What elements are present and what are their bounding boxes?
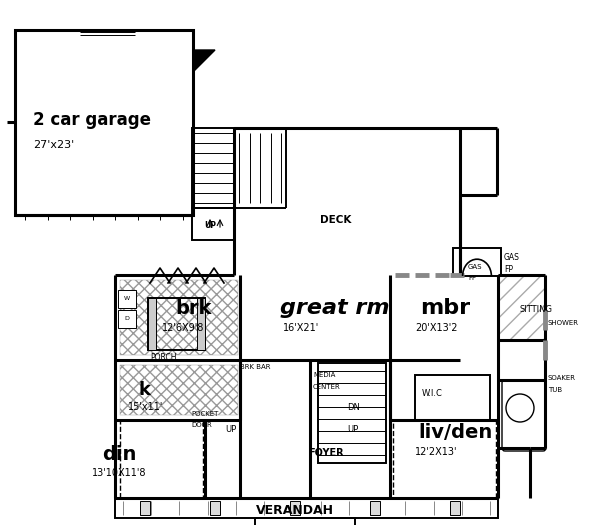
Text: din: din xyxy=(102,446,136,465)
Text: FP: FP xyxy=(468,275,476,281)
Text: DECK: DECK xyxy=(320,215,352,225)
Bar xyxy=(115,498,498,518)
Bar xyxy=(120,280,238,355)
Text: brk: brk xyxy=(175,299,211,318)
Text: FP: FP xyxy=(504,266,513,275)
Text: POCKET: POCKET xyxy=(191,411,218,417)
Text: TUB: TUB xyxy=(548,387,562,393)
Text: great rm: great rm xyxy=(280,298,389,318)
Bar xyxy=(140,501,150,515)
Bar xyxy=(415,375,490,420)
Text: DN: DN xyxy=(347,404,360,413)
Text: W: W xyxy=(124,297,130,301)
Text: MEDIA: MEDIA xyxy=(313,372,335,378)
Text: UP: UP xyxy=(347,425,358,435)
Text: W.I.C: W.I.C xyxy=(422,388,442,397)
Bar xyxy=(118,310,136,328)
Text: PORCH: PORCH xyxy=(150,353,176,362)
Text: FOYER: FOYER xyxy=(308,448,344,458)
Text: UP: UP xyxy=(225,425,236,435)
Text: CENTER: CENTER xyxy=(313,384,341,390)
Bar xyxy=(318,363,386,463)
Text: 27'x23': 27'x23' xyxy=(33,140,74,150)
Text: mbr: mbr xyxy=(420,298,470,318)
Text: SITTING: SITTING xyxy=(520,306,553,314)
Bar xyxy=(290,501,300,515)
Bar xyxy=(192,128,234,208)
Text: D: D xyxy=(125,317,130,321)
Bar xyxy=(120,365,238,415)
Text: BRK BAR: BRK BAR xyxy=(240,364,271,370)
Bar xyxy=(498,275,545,340)
Bar xyxy=(118,290,136,308)
Bar xyxy=(15,30,193,215)
Bar xyxy=(120,420,203,498)
Text: VERANDAH: VERANDAH xyxy=(256,503,334,517)
Text: 2 car garage: 2 car garage xyxy=(33,111,151,129)
Text: k: k xyxy=(138,381,150,399)
Bar xyxy=(450,501,460,515)
Bar xyxy=(210,501,220,515)
Bar xyxy=(197,298,205,350)
Text: 16'X21': 16'X21' xyxy=(283,323,319,333)
Text: GAS: GAS xyxy=(468,264,482,270)
Text: 12'6X9'8: 12'6X9'8 xyxy=(162,323,205,333)
Text: SOAKER: SOAKER xyxy=(548,375,576,381)
Bar xyxy=(370,501,380,515)
Text: liv/den: liv/den xyxy=(418,424,492,443)
Bar xyxy=(148,298,205,350)
Text: 20'X13'2: 20'X13'2 xyxy=(415,323,458,333)
Bar xyxy=(192,208,234,240)
Text: GAS: GAS xyxy=(504,254,520,262)
Polygon shape xyxy=(193,50,215,72)
Text: UP: UP xyxy=(204,222,216,230)
Text: 12'2X13': 12'2X13' xyxy=(415,447,458,457)
Text: 13'10X11'8: 13'10X11'8 xyxy=(92,468,146,478)
Bar xyxy=(393,420,496,498)
Bar xyxy=(255,518,355,525)
Text: DOOR: DOOR xyxy=(191,422,212,428)
Bar xyxy=(453,248,501,276)
Text: SHOWER: SHOWER xyxy=(548,320,579,326)
Bar xyxy=(148,298,156,350)
Text: 15'x11': 15'x11' xyxy=(128,402,163,412)
